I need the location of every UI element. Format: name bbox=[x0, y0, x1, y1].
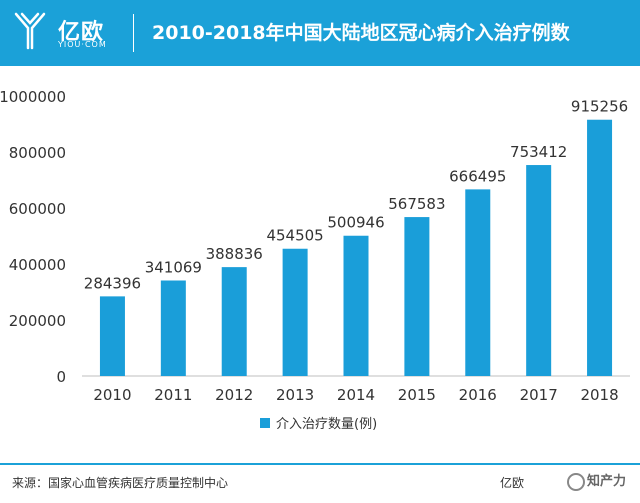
source-note: 来源：国家心血管疾病医疗质量控制中心 bbox=[12, 476, 229, 490]
x-tick-label: 2012 bbox=[215, 386, 253, 404]
bar-chart: 0 200000 400000 600000 800000 1000000 284396 20… bbox=[0, 88, 630, 432]
bar bbox=[404, 217, 430, 376]
bar bbox=[221, 267, 247, 376]
data-label: 753412 bbox=[510, 143, 567, 161]
data-label: 567583 bbox=[388, 195, 445, 213]
legend-swatch bbox=[260, 418, 270, 428]
logo-mark-icon bbox=[14, 12, 46, 50]
x-tick-label: 2017 bbox=[520, 386, 558, 404]
x-tick-label: 2014 bbox=[337, 386, 375, 404]
bar bbox=[526, 165, 552, 376]
wechat-icon bbox=[566, 472, 585, 491]
x-tick-label: 2018 bbox=[580, 386, 618, 404]
x-tick-label: 2016 bbox=[459, 386, 497, 404]
data-label: 388836 bbox=[206, 245, 263, 263]
header-divider bbox=[133, 14, 134, 52]
bar bbox=[282, 248, 308, 376]
y-tick-label: 800000 bbox=[9, 144, 66, 162]
y-tick-label: 1000000 bbox=[0, 88, 66, 106]
footer-divider bbox=[0, 463, 640, 465]
header-banner: 亿欧 YIOU·COM 2010-2018年中国大陆地区冠心病介入治疗例数 bbox=[0, 0, 640, 66]
data-label: 454505 bbox=[266, 227, 323, 245]
bar bbox=[465, 189, 491, 376]
y-tick-label: 600000 bbox=[9, 200, 66, 218]
footer-brand: 亿欧 bbox=[500, 476, 525, 490]
data-label: 500946 bbox=[327, 214, 384, 232]
bar bbox=[343, 235, 369, 376]
bar bbox=[160, 280, 186, 376]
logo-text: 亿欧 bbox=[58, 20, 105, 45]
bar bbox=[99, 296, 125, 376]
chart-title: 2010-2018年中国大陆地区冠心病介入治疗例数 bbox=[152, 22, 570, 44]
logo-subtext: YIOU·COM bbox=[58, 40, 107, 49]
x-tick-label: 2011 bbox=[154, 386, 192, 404]
legend-label: 介入治疗数量(例) bbox=[276, 417, 377, 432]
y-tick-label: 0 bbox=[56, 368, 66, 386]
y-tick-label: 200000 bbox=[9, 312, 66, 330]
logo: 亿欧 YIOU·COM bbox=[14, 10, 124, 56]
watermark: 知产力 bbox=[566, 470, 626, 491]
x-tick-label: 2013 bbox=[276, 386, 314, 404]
watermark-text: 知产力 bbox=[586, 474, 626, 489]
y-tick-label: 400000 bbox=[9, 256, 66, 274]
data-label: 341069 bbox=[145, 259, 202, 277]
data-label: 915256 bbox=[571, 98, 628, 116]
data-label: 666495 bbox=[449, 167, 506, 185]
x-tick-label: 2015 bbox=[398, 386, 436, 404]
data-label: 284396 bbox=[84, 274, 141, 292]
x-tick-label: 2010 bbox=[93, 386, 131, 404]
bar bbox=[587, 119, 613, 376]
